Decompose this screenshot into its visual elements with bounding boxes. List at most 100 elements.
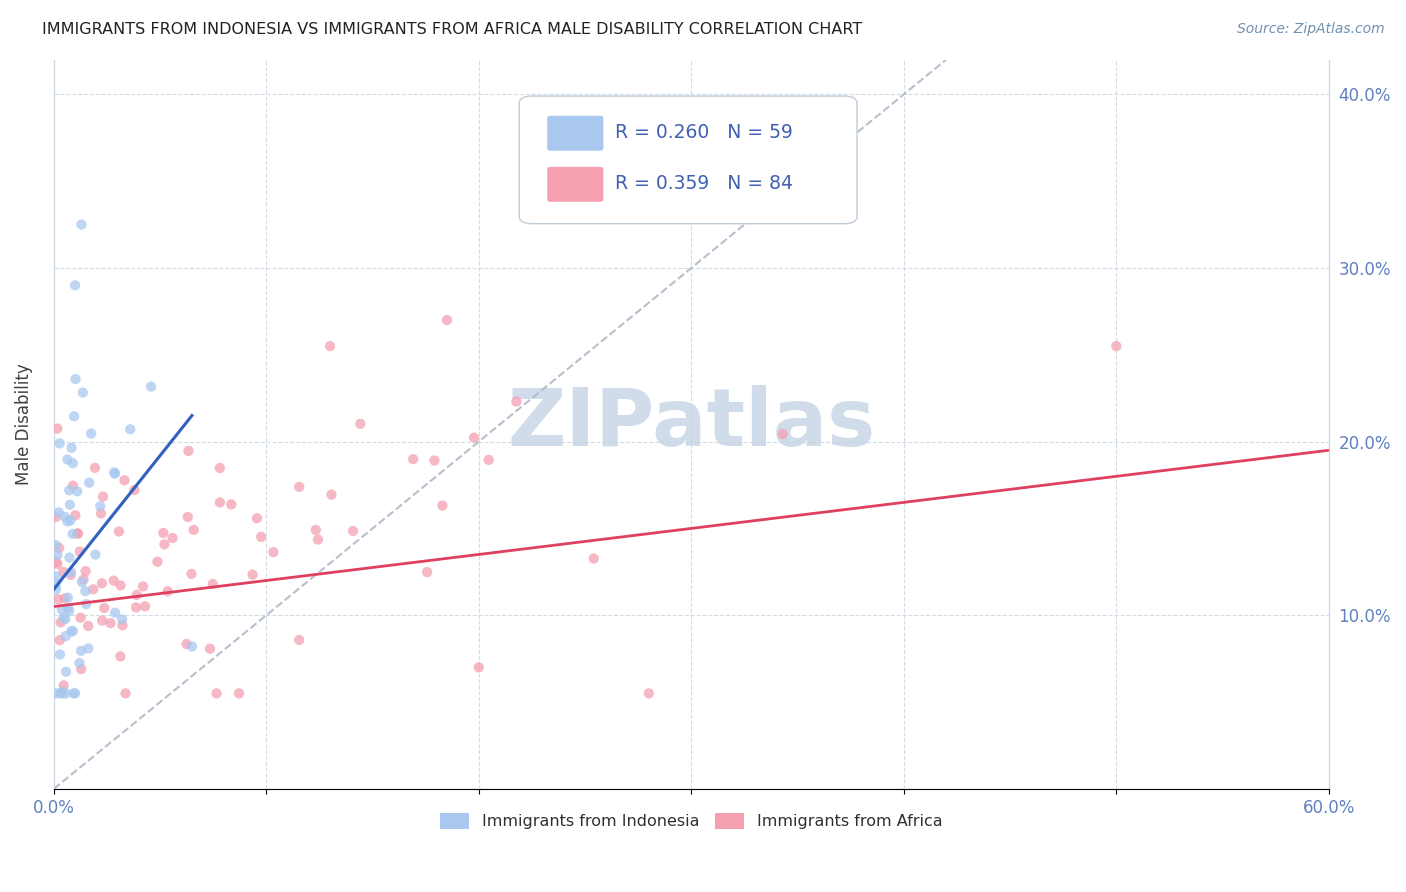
Point bbox=[49, 648, 72, 662]
Point bbox=[70, 662, 93, 676]
Point bbox=[55, 665, 77, 679]
Point bbox=[75, 584, 97, 599]
Point bbox=[62, 686, 84, 700]
Point bbox=[307, 533, 329, 547]
Point bbox=[77, 619, 100, 633]
Point bbox=[342, 524, 364, 538]
Point bbox=[463, 431, 485, 445]
Text: R = 0.260   N = 59: R = 0.260 N = 59 bbox=[614, 123, 793, 142]
Point bbox=[82, 582, 104, 597]
Point bbox=[114, 473, 136, 487]
Point bbox=[162, 531, 184, 545]
Point bbox=[59, 568, 82, 582]
Point bbox=[48, 592, 70, 607]
Point bbox=[53, 510, 76, 524]
Point bbox=[77, 475, 100, 490]
FancyBboxPatch shape bbox=[519, 96, 858, 224]
Point bbox=[63, 409, 86, 424]
Text: IMMIGRANTS FROM INDONESIA VS IMMIGRANTS FROM AFRICA MALE DISABILITY CORRELATION : IMMIGRANTS FROM INDONESIA VS IMMIGRANTS … bbox=[42, 22, 862, 37]
Point bbox=[52, 611, 75, 625]
Text: ZIPatlas: ZIPatlas bbox=[508, 385, 876, 463]
Point bbox=[59, 498, 82, 512]
Point bbox=[69, 611, 91, 625]
Point bbox=[66, 526, 89, 541]
Point bbox=[45, 686, 67, 700]
Point bbox=[90, 507, 112, 521]
Point bbox=[91, 614, 114, 628]
Point bbox=[48, 506, 70, 520]
Point bbox=[84, 460, 107, 475]
Point bbox=[56, 515, 79, 529]
Point bbox=[319, 339, 342, 353]
Point bbox=[423, 453, 446, 467]
FancyBboxPatch shape bbox=[547, 167, 603, 202]
Point bbox=[111, 618, 134, 632]
Point bbox=[58, 604, 80, 618]
Point bbox=[75, 564, 97, 578]
Point bbox=[100, 616, 122, 631]
Point bbox=[321, 487, 343, 501]
Point bbox=[72, 572, 94, 586]
Point bbox=[183, 523, 205, 537]
Point bbox=[120, 422, 142, 436]
Point bbox=[62, 527, 84, 541]
Point bbox=[416, 565, 439, 579]
Point bbox=[114, 686, 136, 700]
Point bbox=[62, 478, 84, 492]
Point bbox=[103, 574, 125, 588]
Point bbox=[51, 602, 73, 616]
Point bbox=[436, 313, 458, 327]
Point bbox=[349, 417, 371, 431]
Point bbox=[45, 582, 67, 597]
Point bbox=[177, 444, 200, 458]
Point bbox=[468, 660, 491, 674]
Point bbox=[77, 641, 100, 656]
Point bbox=[242, 567, 264, 582]
Point bbox=[58, 483, 80, 498]
Point bbox=[637, 686, 659, 700]
Point bbox=[132, 579, 155, 593]
Point bbox=[46, 557, 69, 571]
FancyBboxPatch shape bbox=[547, 116, 603, 151]
Point bbox=[49, 686, 72, 700]
Point bbox=[198, 641, 221, 656]
Point bbox=[53, 591, 76, 606]
Point bbox=[84, 548, 107, 562]
Point bbox=[59, 513, 82, 527]
Point bbox=[108, 524, 131, 539]
Point bbox=[66, 526, 89, 541]
Point bbox=[305, 523, 328, 537]
Point bbox=[56, 591, 79, 605]
Point bbox=[146, 555, 169, 569]
Point bbox=[70, 644, 93, 658]
Point bbox=[177, 510, 200, 524]
Point bbox=[181, 640, 204, 654]
Point bbox=[56, 601, 79, 615]
Point bbox=[65, 508, 87, 523]
Point bbox=[250, 530, 273, 544]
Point bbox=[124, 483, 146, 497]
Point bbox=[505, 394, 527, 409]
Point bbox=[45, 555, 67, 569]
Point bbox=[262, 545, 284, 559]
Point bbox=[582, 551, 605, 566]
Point bbox=[62, 456, 84, 470]
Point bbox=[156, 584, 179, 599]
Point bbox=[432, 499, 454, 513]
Point bbox=[125, 588, 148, 602]
Point bbox=[63, 686, 86, 700]
Point bbox=[772, 427, 794, 442]
Point bbox=[69, 656, 91, 670]
Point bbox=[221, 497, 243, 511]
Point bbox=[104, 467, 127, 481]
Point bbox=[62, 624, 84, 638]
Point bbox=[51, 686, 73, 700]
Point bbox=[60, 441, 83, 455]
Point bbox=[80, 426, 103, 441]
Point bbox=[75, 597, 97, 611]
Point bbox=[48, 436, 70, 450]
Point bbox=[201, 577, 224, 591]
Point bbox=[152, 525, 174, 540]
Point bbox=[58, 550, 80, 565]
Point bbox=[208, 461, 231, 475]
